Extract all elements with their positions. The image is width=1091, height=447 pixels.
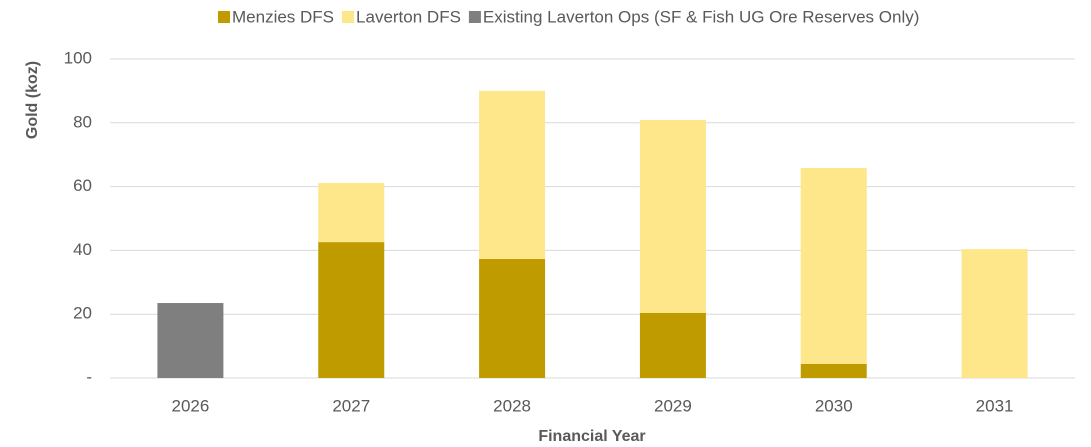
bar-segment: [479, 259, 546, 378]
legend-swatch: [468, 11, 481, 23]
bar-segment: [639, 119, 706, 313]
x-tick-label: 2031: [976, 396, 1014, 415]
x-tick-label: 2027: [332, 396, 370, 415]
y-tick-label: 80: [73, 112, 92, 131]
x-tick-label: 2028: [493, 396, 531, 415]
legend-swatch: [342, 11, 355, 23]
bar-segment: [800, 363, 867, 378]
y-tick-label: 40: [73, 240, 92, 259]
x-tick-label: 2030: [815, 396, 853, 415]
bar-segment: [961, 249, 1028, 378]
y-tick-label: 100: [64, 48, 92, 67]
bar-segment: [318, 242, 385, 378]
legend-label: Menzies DFS: [232, 7, 334, 26]
bar-segment: [318, 183, 385, 243]
y-tick-label: -: [86, 367, 92, 386]
bar-segment: [479, 90, 546, 260]
x-axis-title: Financial Year: [538, 428, 645, 445]
y-tick-label: 60: [73, 176, 92, 195]
x-tick-label: 2026: [172, 396, 210, 415]
y-axis-title: Gold (koz): [24, 61, 41, 139]
x-tick-label: 2029: [654, 396, 692, 415]
legend-label: Existing Laverton Ops (SF & Fish UG Ore …: [483, 7, 919, 26]
bar-segment: [157, 303, 224, 378]
y-tick-label: 20: [73, 304, 92, 323]
bar-segment: [800, 168, 867, 364]
legend-swatch: [218, 11, 230, 23]
legend-label: Laverton DFS: [356, 7, 461, 26]
bar-segment: [639, 312, 706, 378]
